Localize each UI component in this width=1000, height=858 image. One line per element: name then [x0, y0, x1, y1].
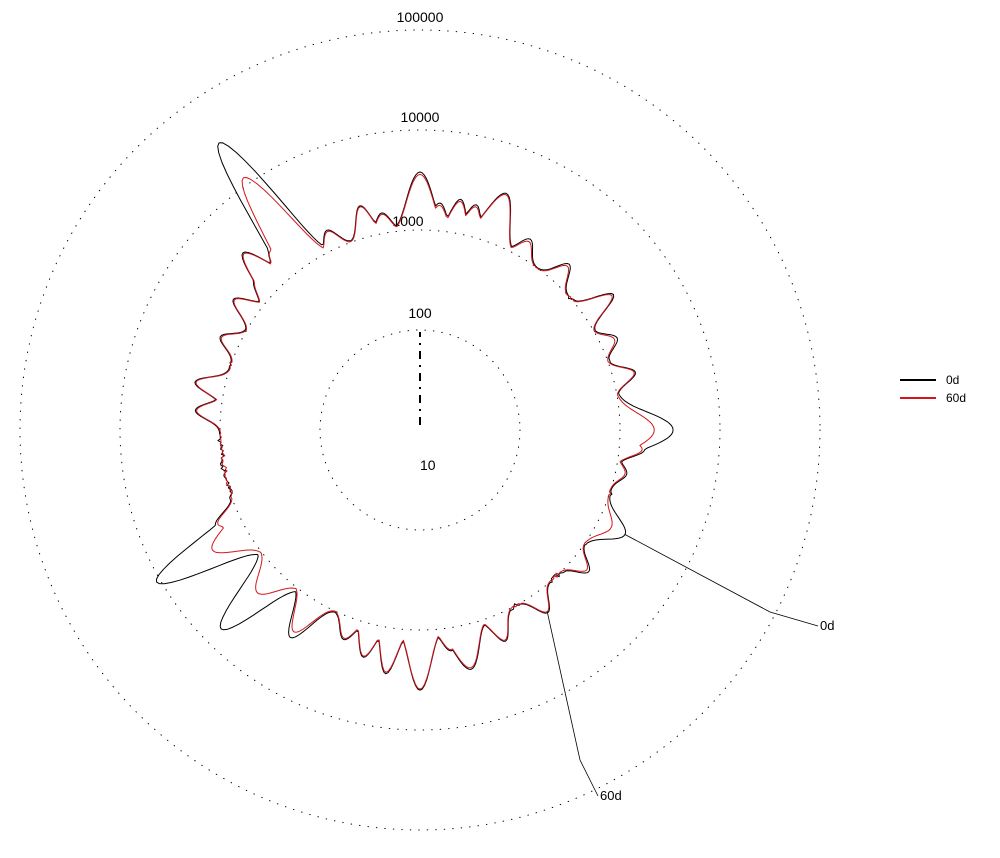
series-line-s60	[196, 174, 654, 689]
ring-label: 100000	[397, 9, 444, 25]
ring-label: 10000	[401, 109, 440, 125]
legend-label: 60d	[946, 391, 966, 405]
callout-line	[625, 535, 818, 627]
grid-ring	[220, 230, 620, 630]
polar-chart: 101001000100001000000d60d0d60d	[0, 0, 1000, 858]
legend-label: 0d	[946, 373, 959, 387]
grid-ring	[20, 30, 820, 830]
polar-chart-container: 101001000100001000000d60d0d60d	[0, 0, 1000, 858]
callout-label: 0d	[820, 618, 834, 633]
callout-line	[547, 612, 598, 796]
grid-ring	[320, 330, 520, 530]
ring-label: 10	[420, 457, 436, 473]
callout-label: 60d	[600, 788, 622, 803]
ring-label: 100	[408, 305, 432, 321]
legend: 0d60d	[900, 373, 966, 405]
